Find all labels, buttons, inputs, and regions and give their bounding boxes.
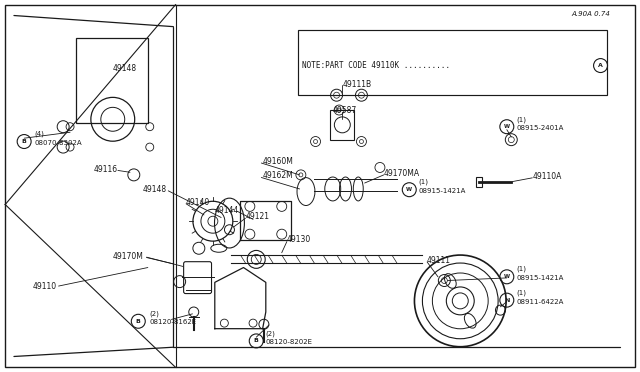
Bar bbox=[476, 177, 483, 186]
Bar bbox=[330, 110, 355, 140]
Text: 49148: 49148 bbox=[113, 64, 137, 73]
Text: W: W bbox=[504, 274, 510, 279]
Text: (1): (1) bbox=[516, 266, 526, 272]
Bar bbox=[76, 38, 148, 123]
Text: W: W bbox=[504, 124, 510, 129]
Text: 08120-8202E: 08120-8202E bbox=[265, 339, 312, 345]
Text: 08915-2401A: 08915-2401A bbox=[516, 125, 564, 131]
Text: (2): (2) bbox=[265, 330, 275, 337]
Bar bbox=[298, 31, 607, 95]
Text: B: B bbox=[22, 139, 27, 144]
Text: 49160M: 49160M bbox=[262, 157, 294, 166]
Text: A: A bbox=[598, 63, 603, 68]
Text: 49111: 49111 bbox=[427, 256, 451, 264]
Text: B: B bbox=[254, 339, 259, 343]
Text: 08070-8302A: 08070-8302A bbox=[35, 140, 82, 146]
Text: 49130: 49130 bbox=[287, 235, 311, 244]
Text: 08120-8162E: 08120-8162E bbox=[150, 320, 197, 326]
Text: W: W bbox=[406, 187, 412, 192]
Text: 49140: 49140 bbox=[186, 198, 211, 207]
Text: (2): (2) bbox=[150, 311, 159, 317]
Text: 08915-1421A: 08915-1421A bbox=[516, 275, 564, 281]
Text: 49116: 49116 bbox=[93, 165, 118, 174]
Text: 49170MA: 49170MA bbox=[384, 169, 420, 177]
Text: N: N bbox=[504, 298, 509, 303]
Text: 08911-6422A: 08911-6422A bbox=[516, 299, 564, 305]
Text: 49162M: 49162M bbox=[262, 171, 293, 180]
Text: 49110: 49110 bbox=[33, 282, 57, 291]
Text: A.90A 0.74: A.90A 0.74 bbox=[572, 12, 610, 17]
Text: (4): (4) bbox=[35, 131, 44, 137]
Text: 49170M: 49170M bbox=[113, 252, 143, 261]
Text: 49111B: 49111B bbox=[342, 80, 371, 89]
Text: (1): (1) bbox=[516, 116, 526, 122]
Text: 49110A: 49110A bbox=[532, 172, 562, 181]
Text: B: B bbox=[136, 319, 141, 324]
Text: 08915-1421A: 08915-1421A bbox=[419, 188, 466, 194]
Text: 49144: 49144 bbox=[215, 206, 239, 215]
Text: (1): (1) bbox=[419, 179, 429, 185]
Text: (1): (1) bbox=[516, 289, 526, 296]
Text: 49121: 49121 bbox=[245, 212, 269, 221]
Text: 49587: 49587 bbox=[333, 106, 357, 115]
Text: NOTE:PART CODE 49110K ..........: NOTE:PART CODE 49110K .......... bbox=[302, 61, 450, 70]
Text: 49148: 49148 bbox=[143, 185, 167, 194]
